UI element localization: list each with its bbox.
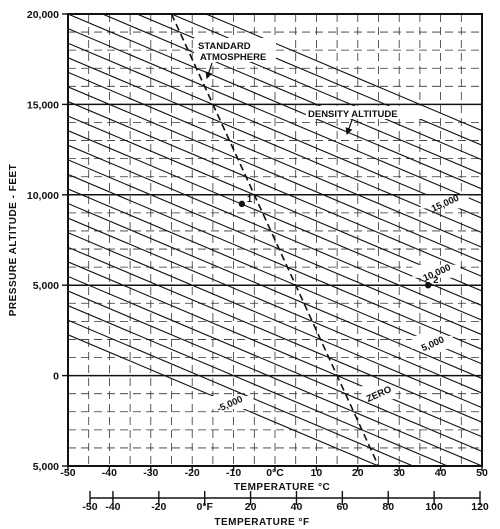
line-label-backing (412, 264, 461, 278)
major-grid (68, 103, 482, 377)
density-altitude-line (68, 217, 482, 394)
f-tick-label: 0°F (196, 501, 213, 513)
chart-annotations: STANDARD ATMOSPHERE DENSITY ALTITUDE (194, 38, 422, 136)
y-tick-label: 20,000 (27, 9, 59, 21)
data-point-label: 1 (247, 194, 253, 205)
density-altitude-line (68, 27, 482, 205)
f-tick-label: -20 (151, 501, 166, 513)
x-tick-label: 0°C (266, 467, 284, 479)
density-altitude-line (68, 290, 482, 466)
x-tick-label: -10 (226, 467, 241, 479)
density-altitude-line (68, 202, 482, 380)
x-tick-label: -30 (143, 467, 158, 479)
density-altitude-leader (345, 119, 353, 136)
x-axis-celsius-title: TEMPERATURE °C (234, 482, 330, 493)
data-points: 12 (238, 194, 438, 289)
standard-atmosphere-label-line1: STANDARD (198, 41, 251, 52)
y-tick-label: 0 (53, 371, 59, 383)
fahrenheit-axis: -50 -40 -20 0°F 20 40 60 80 100 120 (82, 491, 489, 513)
line-label-backing (361, 386, 396, 400)
density-altitude-line (68, 232, 482, 409)
f-tick-label: 100 (425, 501, 443, 513)
data-point (424, 282, 432, 289)
density-altitude-line (68, 305, 449, 466)
x-tick-label: 10 (311, 467, 323, 479)
x-tick-label: 40 (435, 467, 447, 479)
standard-atmosphere-label-line2: ATMOSPHERE (200, 52, 266, 63)
y-tick-label: 10,000 (27, 190, 59, 202)
density-altitude-line (170, 14, 482, 146)
density-altitude-line (68, 319, 415, 466)
f-tick-label: 20 (245, 501, 257, 513)
density-altitude-line (68, 275, 482, 453)
y-axis-title: PRESSURE ALTITUDE - FEET (8, 164, 19, 317)
y-tick-label: 5,000 (33, 280, 59, 292)
density-altitude-line (68, 14, 482, 190)
x-axis-fahrenheit-title: TEMPERATURE °F (214, 517, 309, 528)
x-tick-label: -40 (102, 467, 117, 479)
x-tick-label: 30 (393, 467, 405, 479)
f-tick-label: -40 (105, 501, 120, 513)
density-altitude-line (101, 14, 482, 175)
x-tick-label: 50 (476, 467, 488, 479)
x-tick-label: 20 (352, 467, 364, 479)
density-altitude-line (68, 173, 482, 350)
density-altitude-line (68, 57, 482, 234)
density-altitude-line (68, 261, 482, 438)
line-label-backing (411, 335, 453, 349)
f-tick-label: 80 (382, 501, 394, 513)
x-axis-celsius-ticks: -50 -40 -30 -20 -10 0°C 10 20 30 40 50 (60, 466, 488, 479)
f-tick-label: -50 (82, 501, 97, 513)
standard-atmosphere-leader (205, 62, 213, 80)
y-axis-ticks: 20,000 15,000 10,000 5,000 0 5,000 (27, 9, 68, 473)
standard-atmosphere-line (170, 14, 380, 466)
density-altitude-line (68, 86, 482, 263)
f-tick-label: 120 (471, 501, 489, 513)
y-tick-label: 15,000 (27, 99, 59, 111)
f-tick-label: 40 (291, 501, 303, 513)
x-tick-label: -20 (185, 467, 200, 479)
density-altitude-line (68, 71, 482, 248)
line-label-backing (420, 195, 469, 209)
density-altitude-line (135, 14, 482, 161)
y-tick-label: 5,000 (33, 461, 59, 473)
line-label-backing (205, 396, 254, 410)
density-altitude-line (68, 100, 482, 278)
density-altitude-line (68, 246, 482, 423)
density-altitude-line (68, 130, 482, 307)
data-point-label: 2 (433, 275, 438, 286)
density-altitude-line (68, 159, 482, 336)
density-altitude-label: DENSITY ALTITUDE (308, 109, 398, 120)
density-altitude-line (68, 334, 380, 466)
x-tick-label: -50 (60, 467, 75, 479)
f-tick-label: 60 (337, 501, 349, 513)
density-altitude-line (68, 144, 482, 321)
data-point (238, 200, 246, 208)
